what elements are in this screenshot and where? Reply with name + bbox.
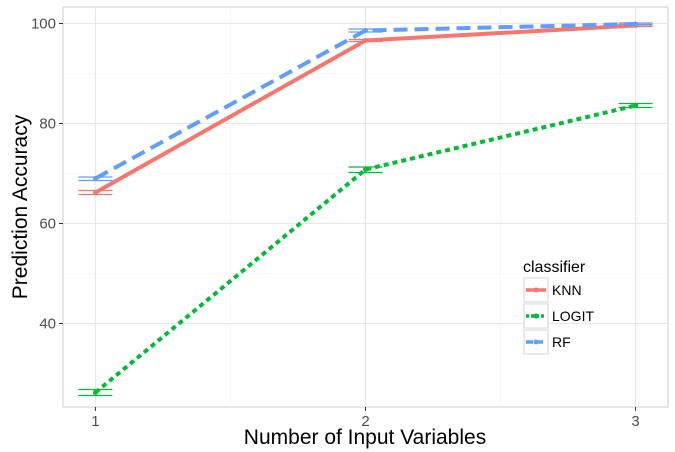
legend-key-point [533, 313, 539, 319]
legend: classifier KNN LOGIT RF [523, 259, 594, 355]
data-point-rf [633, 21, 639, 27]
data-point-rf [92, 176, 98, 181]
y-tick-label: 100 [31, 16, 56, 33]
grid-lines [63, 7, 668, 407]
x-tick-label: 2 [361, 413, 369, 430]
y-tick-label: 80 [39, 116, 56, 133]
legend-key-point [533, 287, 539, 293]
y-axis-ticks: 40 60 80 100 [31, 16, 63, 333]
legend-key-point [533, 339, 539, 345]
x-axis-ticks: 1 2 3 [91, 407, 640, 430]
y-axis-title: Prediction Accuracy [9, 114, 32, 299]
y-tick-label: 60 [39, 216, 56, 233]
data-point-logit [92, 390, 98, 395]
data-point-rf [363, 28, 368, 33]
series-line-logit [94, 103, 637, 395]
x-axis-title: Number of Input Variables [244, 426, 486, 449]
data-point-knn [363, 38, 368, 43]
y-tick-label: 40 [39, 316, 56, 333]
series-lines [92, 21, 639, 395]
data-point-logit [363, 167, 368, 172]
legend-label-rf: RF [552, 334, 571, 350]
legend-label-knn: KNN [552, 282, 582, 298]
data-point-logit [633, 103, 639, 108]
x-tick-label: 1 [91, 413, 99, 430]
legend-label-logit: LOGIT [552, 308, 594, 324]
data-point-knn [92, 190, 98, 195]
legend-title: classifier [523, 259, 586, 276]
x-tick-label: 3 [631, 413, 639, 430]
